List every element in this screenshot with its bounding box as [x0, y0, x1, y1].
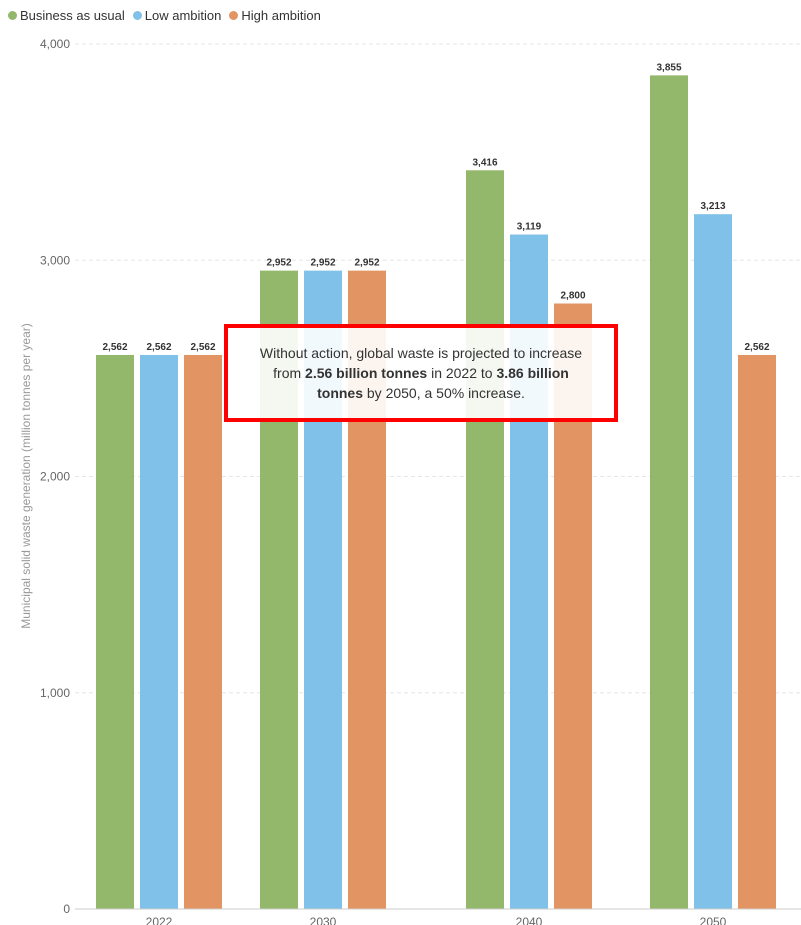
bar [650, 75, 688, 909]
legend-label: Business as usual [20, 8, 125, 23]
legend: Business as usual Low ambition High ambiti… [8, 8, 321, 23]
callout-bold-2: 3.86 billion tonnes [317, 365, 569, 401]
bar [184, 354, 222, 909]
bar-value-label: 3,119 [517, 222, 542, 233]
y-axis-label: Municipal solid waste generation (millio… [19, 323, 33, 628]
bar-value-label: 2,800 [560, 291, 585, 302]
bar-value-label: 2,952 [310, 258, 335, 269]
bar-value-label: 2,952 [266, 258, 291, 269]
callout-text-3: by 2050, a 50% increase. [363, 385, 525, 401]
bar-value-label: 2,952 [354, 258, 379, 269]
legend-label: High ambition [241, 8, 321, 23]
annotation-callout: Without action, global waste is projecte… [224, 324, 618, 422]
legend-swatch [132, 11, 142, 20]
bar-value-label: 2,562 [102, 342, 127, 353]
bar-value-label: 2,562 [146, 342, 171, 353]
bar [738, 354, 776, 909]
x-tick-label: 2030 [310, 915, 337, 925]
y-axis-ticks: 0 1,000 2,000 3,000 4,000 [40, 37, 70, 916]
callout-text-2: in 2022 to [427, 365, 497, 381]
bar-labels: 2,562 2,562 2,562 2,952 2,952 2,952 3,416 3,119… [102, 62, 769, 353]
callout-text: Without action, global waste is projecte… [250, 343, 592, 403]
callout-text-1: Without action, global waste is projecte… [259, 345, 583, 381]
x-tick-label: 2050 [700, 915, 727, 925]
legend-swatch [8, 11, 17, 20]
bar [466, 170, 504, 910]
bars [96, 75, 776, 910]
y-tick-label: 0 [63, 902, 70, 916]
x-axis-ticks: 2022 2030 2040 2050 [146, 915, 727, 925]
y-tick-label: 3,000 [40, 253, 70, 267]
bar-value-label: 2,562 [744, 342, 769, 353]
bar [96, 354, 134, 909]
legend-swatch [229, 11, 239, 20]
x-tick-label: 2022 [146, 915, 173, 925]
legend-item[interactable]: Low ambition [132, 8, 222, 23]
callout-bold-1: 2.56 billion tonnes [305, 365, 428, 381]
bar-value-label: 3,416 [472, 157, 497, 168]
bar [140, 354, 178, 909]
legend-item[interactable]: High ambition [229, 8, 321, 23]
y-tick-label: 2,000 [40, 470, 70, 484]
bar [694, 214, 732, 910]
y-tick-label: 4,000 [40, 37, 70, 51]
x-tick-label: 2040 [516, 915, 543, 925]
bar-value-label: 3,855 [656, 62, 681, 73]
y-tick-label: 1,000 [40, 686, 70, 700]
legend-label: Low ambition [144, 8, 222, 23]
bar-value-label: 3,213 [700, 201, 725, 212]
bar-value-label: 2,562 [190, 342, 215, 353]
legend-item[interactable]: Business as usual [8, 8, 125, 23]
